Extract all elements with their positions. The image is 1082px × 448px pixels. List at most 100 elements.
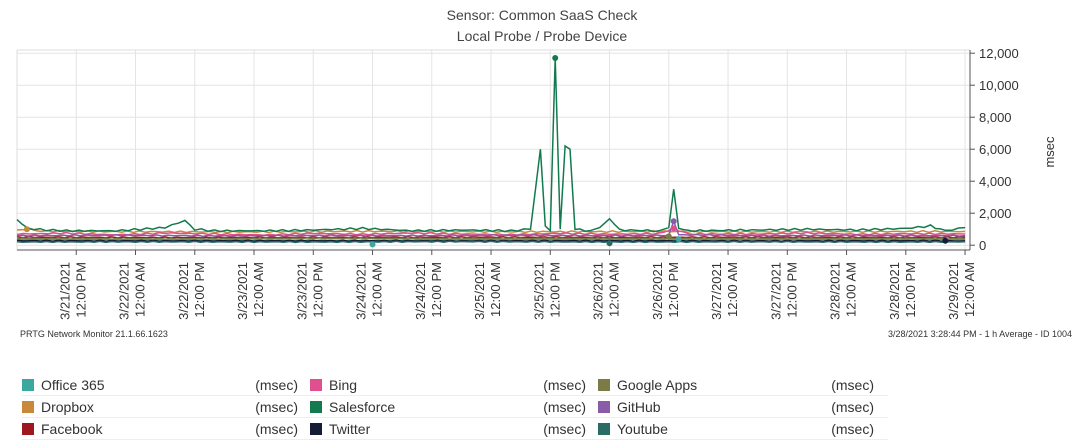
x-tick-label: 3/22/2021 12:00 AM — [117, 262, 148, 320]
legend-unit: (msec) — [255, 376, 298, 393]
y-tick-label: 12,000 — [979, 46, 1019, 61]
legend-item[interactable]: GitHub (msec) — [598, 396, 886, 417]
x-tick-label-date: 3/25/2021 — [472, 262, 487, 320]
legend-label: Dropbox — [41, 398, 94, 415]
legend-swatch — [310, 378, 322, 391]
x-tick-label-date: 3/28/2021 — [887, 262, 902, 320]
series-line-bing — [16, 226, 966, 236]
x-tick-label-date: 3/28/2021 — [828, 262, 843, 320]
x-tick-label-date: 3/26/2021 — [650, 262, 665, 320]
x-tick-label-time: 12:00 AM — [251, 262, 266, 317]
legend-unit: (msec) — [831, 376, 874, 393]
x-tick-label-date: 3/23/2021 — [235, 262, 250, 320]
legend-unit: (msec) — [543, 420, 586, 437]
x-tick-label: 3/26/2021 12:00 PM — [650, 262, 681, 320]
legend-item[interactable]: Dropbox (msec) — [22, 396, 310, 417]
x-tick-label: 3/29/2021 12:00 AM — [946, 262, 977, 320]
legend-item[interactable]: Facebook (msec) — [22, 418, 310, 439]
legend-item[interactable]: Twitter (msec) — [310, 418, 598, 439]
chart-legend: Office 365 (msec) Bing (msec) Google Apps (ms… — [22, 374, 888, 440]
series-marker-bing — [670, 225, 677, 232]
x-tick-label-date: 3/22/2021 — [176, 262, 191, 320]
x-tick-label-date: 3/21/2021 — [57, 262, 72, 320]
x-tick-label-date: 3/29/2021 — [946, 262, 961, 320]
legend-unit: (msec) — [543, 398, 586, 415]
x-tick-label-time: 12:00 AM — [607, 262, 622, 317]
legend-item[interactable]: Google Apps (msec) — [598, 374, 886, 395]
series-line-office-365 — [16, 238, 966, 242]
legend-swatch — [598, 378, 610, 391]
legend-row: Office 365 (msec) Bing (msec) Google Apps (ms… — [22, 374, 888, 396]
y-tick-label: 6,000 — [979, 142, 1012, 157]
series-marker-salesforce — [552, 55, 559, 61]
legend-item[interactable]: Office 365 (msec) — [22, 374, 310, 395]
legend-swatch — [22, 422, 34, 435]
x-tick-label-date: 3/23/2021 — [294, 262, 309, 320]
series-line-youtube — [16, 240, 966, 244]
x-tick-label: 3/26/2021 12:00 AM — [591, 262, 622, 320]
x-tick-label-date: 3/27/2021 — [709, 262, 724, 320]
footer-version: PRTG Network Monitor 21.1.66.1623 — [20, 329, 168, 339]
legend-row: Facebook (msec) Twitter (msec) Youtube (msec) — [22, 418, 888, 440]
y-axis: 0 2,000 4,000 6,000 8,000 10,000 12,000 — [970, 46, 1019, 253]
series-marker-dropbox — [23, 226, 30, 233]
chart-subtitle: Local Probe / Probe Device — [457, 28, 628, 44]
x-tick-label: 3/23/2021 12:00 PM — [294, 262, 325, 320]
x-tick-label-time: 12:00 PM — [73, 262, 88, 318]
legend-swatch — [598, 422, 610, 435]
legend-unit: (msec) — [255, 420, 298, 437]
x-tick-label-time: 12:00 AM — [725, 262, 740, 317]
x-tick-label-time: 12:00 PM — [666, 262, 681, 318]
x-tick-label-time: 12:00 PM — [903, 262, 918, 318]
series-line-github — [16, 218, 966, 238]
series-marker-google-apps — [665, 233, 672, 240]
x-tick-label-date: 3/22/2021 — [117, 262, 132, 320]
legend-item[interactable]: Bing (msec) — [310, 374, 598, 395]
x-tick-label: 3/22/2021 12:00 PM — [176, 262, 207, 320]
legend-unit: (msec) — [543, 376, 586, 393]
series-marker-github — [670, 218, 677, 225]
legend-swatch — [598, 400, 610, 413]
legend-swatch — [310, 400, 322, 413]
series-line-twitter — [16, 239, 966, 243]
x-tick-label: 3/23/2021 12:00 AM — [235, 262, 266, 320]
series-marker-office-365 — [675, 236, 682, 243]
x-tick-label-time: 12:00 PM — [192, 262, 207, 318]
x-tick-label-date: 3/26/2021 — [591, 262, 606, 320]
y-tick-label: 0 — [979, 238, 986, 253]
x-tick-label: 3/25/2021 12:00 PM — [531, 262, 562, 320]
legend-item[interactable]: Youtube (msec) — [598, 418, 886, 439]
legend-item[interactable]: Salesforce (msec) — [310, 396, 598, 417]
y-tick-label: 8,000 — [979, 110, 1012, 125]
series-line-google-apps — [16, 237, 966, 241]
y-tick-label: 4,000 — [979, 174, 1012, 189]
x-tick-label-time: 12:00 AM — [962, 262, 977, 317]
x-axis: 3/21/2021 12:00 PM 3/22/2021 12:00 AM 3/22/2… — [57, 250, 977, 320]
chart-title: Sensor: Common SaaS Check — [447, 7, 639, 23]
x-tick-label-date: 3/25/2021 — [531, 262, 546, 320]
x-tick-label: 3/28/2021 12:00 PM — [887, 262, 918, 320]
series-marker-office-365 — [369, 241, 376, 248]
legend-row: Dropbox (msec) Salesforce (msec) GitHub (msec… — [22, 396, 888, 418]
x-tick-label: 3/24/2021 12:00 AM — [354, 262, 385, 320]
legend-label: Facebook — [41, 420, 103, 437]
legend-unit: (msec) — [255, 398, 298, 415]
legend-swatch — [22, 378, 34, 391]
x-tick-label: 3/28/2021 12:00 AM — [828, 262, 859, 320]
series-marker-youtube — [606, 240, 613, 247]
x-tick-label: 3/25/2021 12:00 AM — [472, 262, 503, 320]
x-tick-label-date: 3/24/2021 — [354, 262, 369, 320]
chart-area: Sensor: Common SaaS Check Local Probe / … — [16, 7, 1057, 320]
x-tick-label-time: 12:00 PM — [547, 262, 562, 318]
x-tick-label-time: 12:00 AM — [370, 262, 385, 317]
legend-swatch — [310, 422, 322, 435]
y-axis-label: msec — [1042, 136, 1057, 168]
series-marker-twitter — [942, 237, 949, 244]
x-tick-label-time: 12:00 PM — [784, 262, 799, 318]
x-tick-label: 3/27/2021 12:00 AM — [709, 262, 740, 320]
legend-label: Salesforce — [329, 398, 396, 415]
series-layer — [16, 55, 966, 248]
x-tick-label-date: 3/24/2021 — [413, 262, 428, 320]
grid-lines — [17, 50, 970, 250]
series-line-salesforce — [16, 57, 966, 233]
